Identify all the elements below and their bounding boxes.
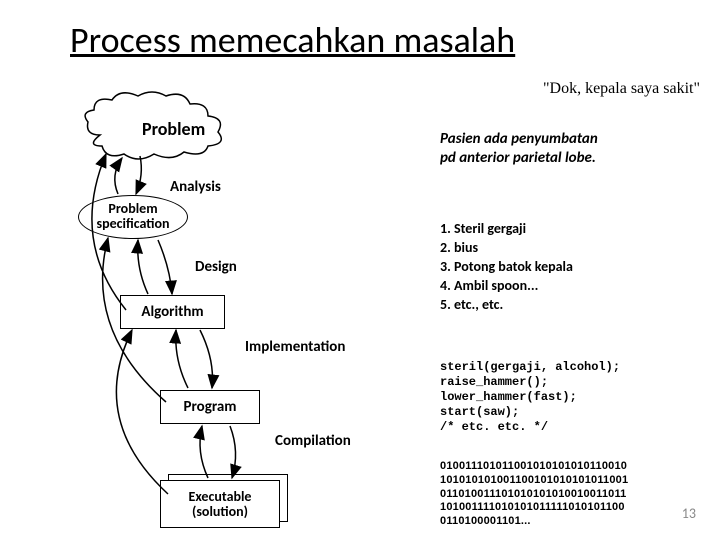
executable-node: Executable (solution): [160, 480, 280, 528]
step-5: 5. etc., etc.: [440, 296, 573, 315]
edge-label-implementation: Implementation: [245, 338, 345, 356]
problem-label: Problem: [142, 118, 205, 140]
algorithm-node: Algorithm: [120, 295, 225, 329]
step-2: 2. bius: [440, 239, 573, 258]
diagnosis-line2: pd anterior parietal lobe.: [440, 149, 596, 167]
process-diagram: Problem Problem specification Algorithm …: [40, 80, 430, 520]
executable-binary: 010011101011001010101010110010 101010101…: [440, 460, 628, 529]
spec-line2: specification: [97, 215, 170, 232]
slide-title: Process memecahkan masalah: [70, 18, 515, 62]
program-code: steril(gergaji, alcohol); raise_hammer()…: [440, 360, 620, 435]
edge-label-analysis: Analysis: [170, 178, 221, 196]
algorithm-label: Algorithm: [141, 303, 203, 321]
diagnosis-text: Pasien ada penyumbatan pd anterior parie…: [440, 130, 598, 168]
algorithm-steps: 1. Steril gergaji 2. bius 3. Potong bato…: [440, 220, 573, 314]
step-3: 3. Potong batok kepala: [440, 258, 573, 277]
step-1: 1. Steril gergaji: [440, 220, 573, 239]
step-4: 4. Ambil spoon...: [440, 277, 573, 296]
problem-cloud: Problem: [80, 90, 230, 160]
patient-quote: "Dok, kepala saya sakit": [543, 80, 700, 98]
annotations-column: "Dok, kepala saya sakit" Pasien ada peny…: [430, 80, 710, 520]
edge-label-compilation: Compilation: [275, 432, 351, 450]
diagnosis-line1: Pasien ada penyumbatan: [440, 130, 598, 148]
edge-label-design: Design: [195, 258, 237, 276]
program-node: Program: [160, 390, 260, 424]
exec-line2: (solution): [192, 503, 248, 520]
slide-number: 13: [682, 505, 696, 522]
spec-node: Problem specification: [78, 195, 188, 239]
program-label: Program: [184, 398, 237, 416]
